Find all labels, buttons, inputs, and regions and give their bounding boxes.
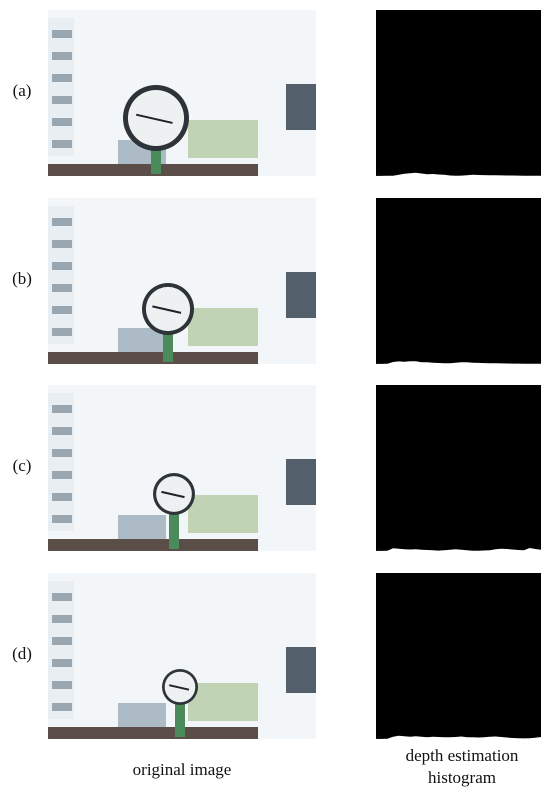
window [52, 637, 72, 645]
window [286, 84, 316, 130]
trees [188, 120, 258, 158]
pipe [151, 149, 161, 174]
window [52, 427, 72, 435]
original-image [48, 198, 316, 364]
ledge [48, 539, 258, 551]
window [52, 140, 72, 148]
original-image [48, 385, 316, 551]
figure: original image depth estimation histogra… [0, 0, 541, 788]
window [52, 593, 72, 601]
trees [188, 495, 258, 533]
window [52, 218, 72, 226]
row-label: (b) [12, 269, 32, 288]
caption-histogram: depth estimation [406, 746, 519, 765]
window [52, 515, 72, 523]
original-image [48, 10, 316, 176]
window [52, 52, 72, 60]
window [52, 405, 72, 413]
window [52, 118, 72, 126]
window [52, 659, 72, 667]
window [52, 615, 72, 623]
caption-original: original image [133, 760, 232, 779]
window [52, 449, 72, 457]
window [52, 74, 72, 82]
window [52, 703, 72, 711]
building [48, 18, 74, 156]
building [48, 581, 74, 719]
trees [188, 308, 258, 346]
photo-bg [48, 385, 316, 551]
window [52, 471, 72, 479]
window [286, 459, 316, 505]
trees [188, 683, 258, 721]
window [286, 272, 316, 318]
window [52, 328, 72, 336]
original-image [48, 573, 316, 739]
row-label: (d) [12, 644, 32, 663]
roof [118, 703, 166, 727]
window [52, 262, 72, 270]
roof [118, 515, 166, 539]
ledge [48, 352, 258, 364]
pipe [163, 333, 173, 362]
window [52, 681, 72, 689]
window [286, 647, 316, 693]
row-label: (a) [13, 81, 32, 100]
pipe [175, 703, 185, 737]
caption-histogram: histogram [428, 768, 496, 787]
window [52, 96, 72, 104]
window [52, 493, 72, 501]
building [48, 393, 74, 531]
window [52, 306, 72, 314]
gauge-face [128, 90, 184, 146]
photo-bg [48, 198, 316, 364]
window [52, 30, 72, 38]
window [52, 240, 72, 248]
pipe [169, 513, 179, 549]
row-label: (c) [13, 456, 32, 475]
window [52, 284, 72, 292]
building [48, 206, 74, 344]
photo-bg [48, 10, 316, 176]
ledge [48, 727, 258, 739]
